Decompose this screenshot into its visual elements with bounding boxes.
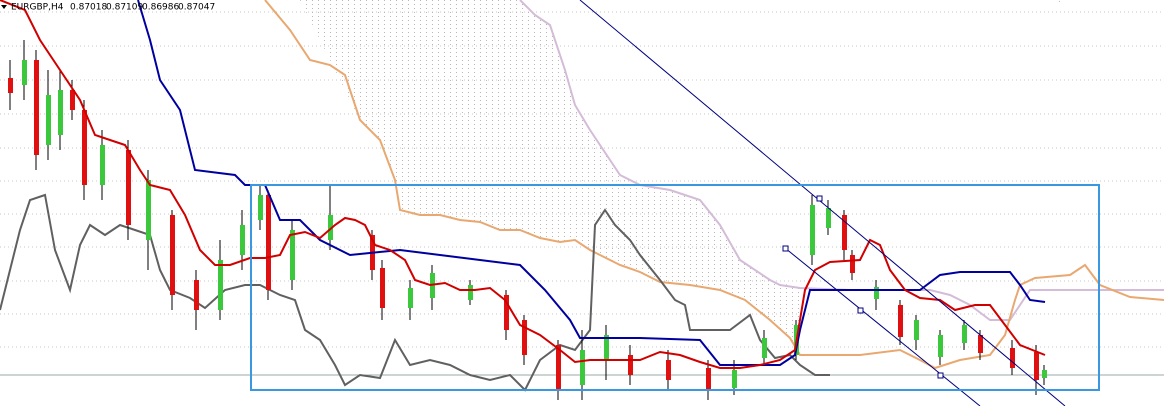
price-high: 0.87109 bbox=[106, 3, 143, 13]
menu-arrow[interactable] bbox=[1, 5, 7, 9]
candles bbox=[8, 40, 1047, 400]
kijun-sen bbox=[137, 0, 1046, 366]
senkou-span-a bbox=[264, 0, 1164, 370]
tenkan-sen bbox=[0, 0, 1046, 369]
senkou-span-b bbox=[519, 0, 1164, 321]
price-low: 0.86986 bbox=[142, 3, 179, 13]
selection-rectangle bbox=[250, 184, 1100, 391]
ichimoku-cloud bbox=[300, 0, 800, 355]
trend-lines bbox=[579, 0, 1066, 406]
price-open: 0.87018 bbox=[70, 3, 107, 13]
chikou-span bbox=[0, 193, 830, 392]
price-close: 0.87047 bbox=[178, 3, 215, 13]
corner-mark: · bbox=[1058, 0, 1061, 8]
symbol-label: EURGBP,H4 bbox=[11, 3, 64, 13]
